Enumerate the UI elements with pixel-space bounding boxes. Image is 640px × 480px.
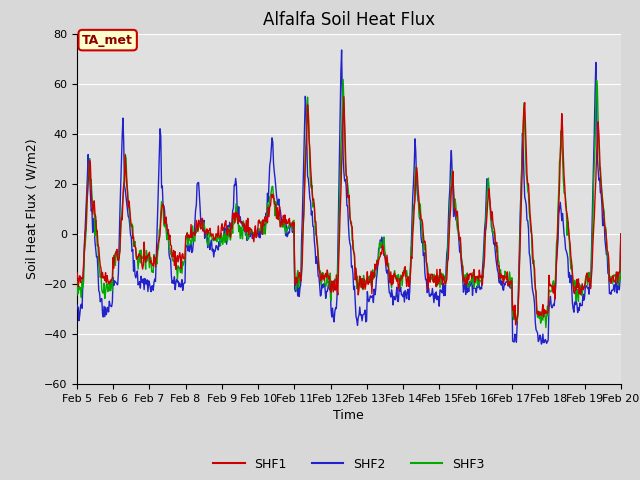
- SHF1: [416, 206, 424, 212]
- SHF2: [223, 241, 230, 247]
- SHF3: [617, 231, 625, 237]
- SHF1: [73, 269, 81, 275]
- SHF1: [512, 322, 520, 328]
- SHF2: [73, 301, 81, 307]
- SHF1: [139, 266, 147, 272]
- SHF3: [139, 254, 147, 260]
- SHF2: [139, 280, 147, 286]
- SHF3: [431, 280, 439, 286]
- SHF2: [194, 180, 202, 186]
- Title: Alfalfa Soil Heat Flux: Alfalfa Soil Heat Flux: [263, 11, 435, 29]
- SHF2: [617, 231, 625, 237]
- SHF3: [194, 228, 202, 234]
- Y-axis label: Soil Heat Flux ( W/m2): Soil Heat Flux ( W/m2): [25, 139, 38, 279]
- X-axis label: Time: Time: [333, 409, 364, 422]
- SHF1: [83, 204, 90, 209]
- SHF3: [223, 236, 230, 241]
- SHF1: [223, 228, 230, 234]
- SHF1: [617, 231, 625, 237]
- Line: SHF1: SHF1: [77, 97, 621, 325]
- Line: SHF3: SHF3: [77, 79, 621, 327]
- SHF2: [83, 191, 90, 196]
- SHF1: [194, 228, 202, 234]
- SHF3: [339, 76, 347, 82]
- SHF3: [416, 215, 424, 220]
- SHF1: [340, 94, 348, 100]
- Text: TA_met: TA_met: [83, 34, 133, 47]
- SHF1: [431, 273, 439, 279]
- SHF3: [73, 292, 81, 298]
- Legend: SHF1, SHF2, SHF3: SHF1, SHF2, SHF3: [209, 453, 489, 476]
- SHF3: [542, 324, 550, 330]
- SHF2: [416, 216, 424, 222]
- SHF3: [83, 216, 90, 222]
- Line: SHF2: SHF2: [77, 50, 621, 344]
- SHF2: [338, 47, 346, 53]
- SHF2: [431, 295, 439, 301]
- SHF2: [538, 341, 545, 347]
